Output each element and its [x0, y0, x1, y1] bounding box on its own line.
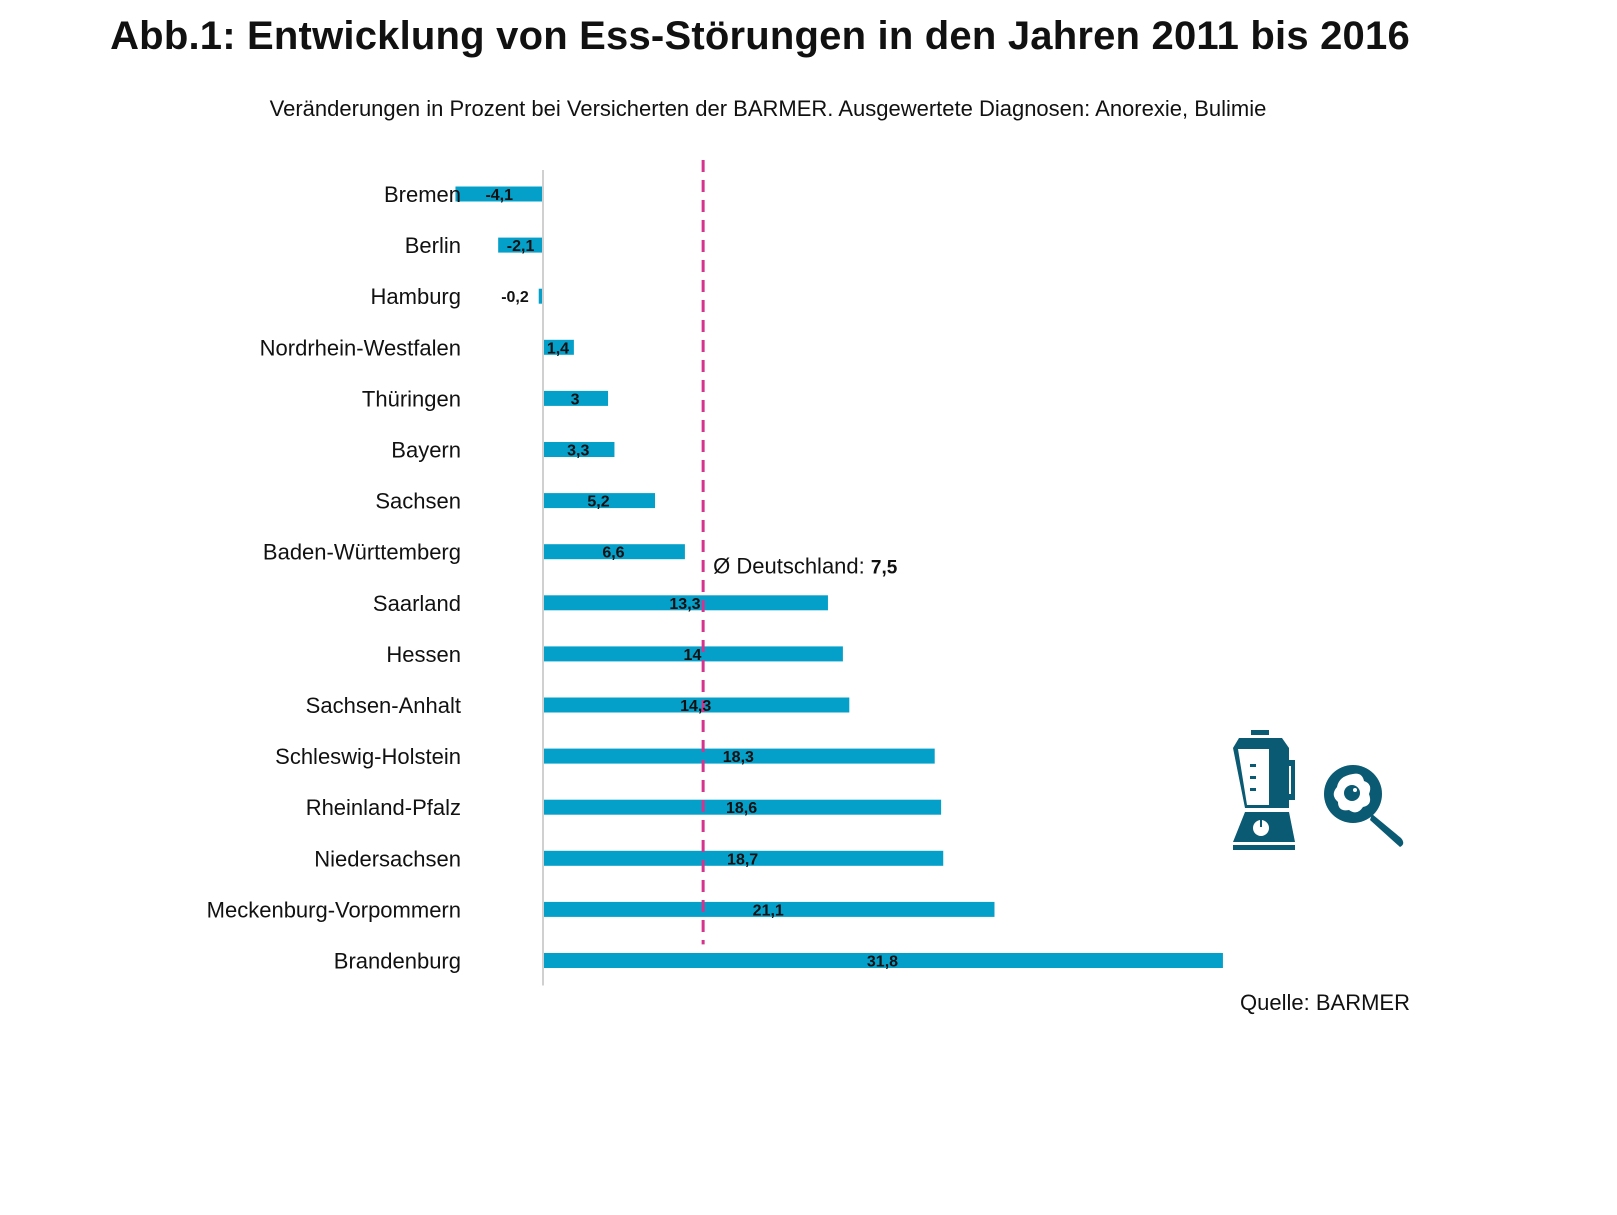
category-label: Niedersachsen	[314, 846, 461, 871]
bars-layer	[455, 186, 1223, 968]
value-label: 6,6	[602, 545, 624, 562]
category-label: Hamburg	[371, 284, 461, 309]
bar	[455, 186, 543, 202]
category-label: Saarland	[373, 591, 461, 616]
value-label: 5,2	[587, 494, 609, 511]
bar	[544, 901, 995, 917]
average-label-prefix: Ø Deutschland:	[713, 554, 871, 579]
bar	[544, 390, 609, 406]
decorative-icons	[1233, 730, 1404, 850]
value-label: 13,3	[669, 596, 700, 613]
value-label: -2,1	[507, 238, 535, 255]
bar	[538, 288, 543, 304]
category-label: Meckenburg-Vorpommern	[207, 897, 461, 922]
bar	[544, 646, 843, 662]
bar	[544, 697, 850, 713]
value-label: 21,1	[753, 902, 784, 919]
value-label: 1,4	[547, 340, 569, 357]
bar	[544, 595, 828, 611]
chart-subtitle: Veränderungen in Prozent bei Versicherte…	[269, 96, 1267, 121]
frying-pan-egg-icon	[1324, 765, 1404, 847]
bar	[544, 850, 944, 866]
chart-title: Abb.1: Entwicklung von Ess-Störungen in …	[110, 14, 1410, 58]
value-label: 14	[684, 647, 702, 664]
average-reference-label: Ø Deutschland: 7,5	[713, 554, 898, 579]
average-label-value: 7,5	[871, 558, 898, 579]
value-label: -4,1	[485, 187, 513, 204]
bar	[544, 493, 656, 509]
category-label: Berlin	[405, 233, 461, 258]
category-label: Sachsen	[375, 489, 461, 514]
bar	[544, 799, 942, 815]
bar	[498, 237, 543, 253]
category-label: Baden-Württemberg	[263, 540, 461, 565]
bar	[544, 442, 615, 457]
blender-icon	[1233, 730, 1295, 850]
bar	[544, 748, 935, 764]
category-label: Hessen	[386, 642, 461, 667]
source-note: Quelle: BARMER	[1240, 990, 1410, 1015]
value-label: 3	[571, 391, 580, 408]
category-label: Bayern	[391, 438, 461, 463]
bar	[544, 953, 1223, 968]
value-label: 18,6	[726, 800, 757, 817]
value-label: 18,3	[723, 749, 754, 766]
value-label: -0,2	[501, 289, 529, 306]
bar	[544, 544, 685, 560]
category-label: Sachsen-Anhalt	[306, 693, 461, 718]
value-label: 3,3	[567, 443, 589, 460]
category-label: Bremen	[384, 182, 461, 207]
value-label: 18,7	[727, 851, 758, 868]
value-label: 31,8	[867, 954, 898, 971]
category-label: Brandenburg	[334, 949, 461, 974]
category-label: Schleswig-Holstein	[275, 744, 461, 769]
category-label: Nordrhein-Westfalen	[260, 335, 461, 360]
value-label: 14,3	[680, 698, 711, 715]
labels-layer: Bremen -4,1 Berlin -2,1 Hamburg -0,2 Nordrhein…	[207, 182, 898, 974]
category-label: Rheinland-Pfalz	[306, 795, 461, 820]
bar	[544, 339, 574, 355]
category-label: Thüringen	[362, 386, 461, 411]
